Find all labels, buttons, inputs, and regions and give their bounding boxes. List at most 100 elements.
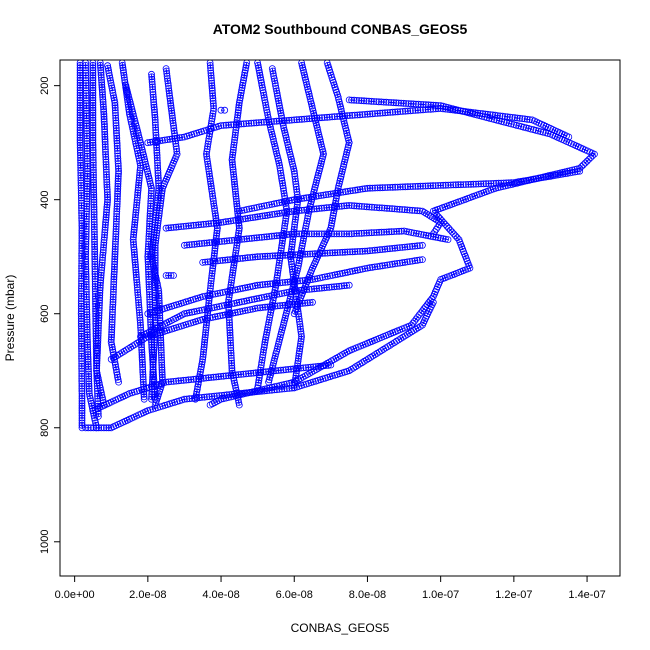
data-point <box>110 273 118 281</box>
data-point <box>89 79 97 87</box>
data-point <box>83 107 90 115</box>
data-point <box>98 83 106 91</box>
data-point <box>261 99 269 106</box>
data-point <box>145 225 153 233</box>
data-point <box>258 294 266 302</box>
data-point <box>77 154 84 162</box>
data-point <box>139 361 146 369</box>
data-point <box>409 100 417 108</box>
data-point <box>83 202 91 210</box>
x-tick-label: 4.0e-08 <box>202 589 239 601</box>
x-axis-label: CONBAS_GEOS5 <box>291 621 390 635</box>
data-point <box>491 111 499 119</box>
data-point <box>109 296 117 303</box>
data-point <box>384 109 392 116</box>
data-point <box>197 368 204 376</box>
data-point <box>418 256 426 264</box>
data-point <box>135 306 143 314</box>
data-point <box>297 337 305 345</box>
data-point <box>228 276 236 284</box>
data-point <box>335 282 343 290</box>
data-point <box>78 264 85 272</box>
data-point <box>509 114 516 121</box>
data-point <box>202 321 210 329</box>
data-point <box>137 324 145 332</box>
data-point <box>209 257 217 265</box>
data-point <box>243 206 251 213</box>
data-point <box>84 350 92 358</box>
series-20 <box>180 227 452 249</box>
data-point <box>83 175 91 183</box>
data-point <box>278 231 286 239</box>
data-point <box>145 273 153 281</box>
series-27 <box>162 272 177 279</box>
data-point <box>268 65 276 72</box>
data-point <box>101 123 108 131</box>
data-point <box>90 196 98 204</box>
data-point <box>264 303 272 311</box>
data-point <box>78 380 86 388</box>
data-point <box>273 87 281 95</box>
data-point <box>556 171 564 179</box>
data-point <box>251 305 259 312</box>
data-point <box>111 99 119 107</box>
data-point <box>210 304 218 311</box>
data-point <box>206 177 214 185</box>
data-point <box>248 388 256 396</box>
data-point <box>283 289 291 296</box>
data-point <box>229 146 237 154</box>
data-point <box>91 243 98 251</box>
data-point <box>213 227 221 235</box>
data-point <box>113 207 121 215</box>
data-point <box>138 348 146 356</box>
data-point <box>89 91 97 99</box>
data-point <box>135 304 143 311</box>
data-point <box>166 94 174 102</box>
data-point <box>162 224 170 232</box>
data-point <box>140 393 148 401</box>
data-point <box>218 237 226 245</box>
data-point <box>129 238 137 246</box>
data-point <box>387 99 395 106</box>
data-point <box>131 216 139 224</box>
data-point <box>183 309 191 317</box>
data-point <box>303 286 311 294</box>
data-point <box>175 377 183 385</box>
data-point <box>83 218 90 225</box>
data-point <box>259 351 267 359</box>
data-point <box>90 225 98 233</box>
data-point <box>94 339 102 347</box>
data-point <box>78 397 86 405</box>
data-point <box>232 192 240 200</box>
data-point <box>107 336 115 344</box>
series-15 <box>290 59 353 318</box>
data-point <box>226 336 234 344</box>
data-point <box>89 139 97 147</box>
data-point <box>355 202 363 210</box>
data-point <box>280 187 288 195</box>
data-point <box>511 114 519 122</box>
data-point <box>274 302 282 310</box>
data-point <box>204 143 212 150</box>
data-point <box>173 134 181 142</box>
data-point <box>416 256 424 264</box>
data-point <box>270 75 278 82</box>
data-point <box>228 271 236 279</box>
data-point <box>288 384 296 392</box>
data-point <box>168 135 176 143</box>
data-point <box>292 183 300 191</box>
data-point <box>100 118 108 126</box>
data-point <box>169 117 177 124</box>
data-point <box>78 227 86 235</box>
data-point <box>400 227 408 235</box>
data-point <box>253 388 261 396</box>
data-point <box>151 119 159 126</box>
data-point <box>246 214 254 222</box>
data-point <box>318 284 326 292</box>
data-point <box>303 115 311 123</box>
data-point <box>158 187 166 195</box>
data-point <box>209 313 217 321</box>
data-point <box>91 283 99 290</box>
data-point <box>149 93 157 101</box>
data-point <box>185 395 193 403</box>
